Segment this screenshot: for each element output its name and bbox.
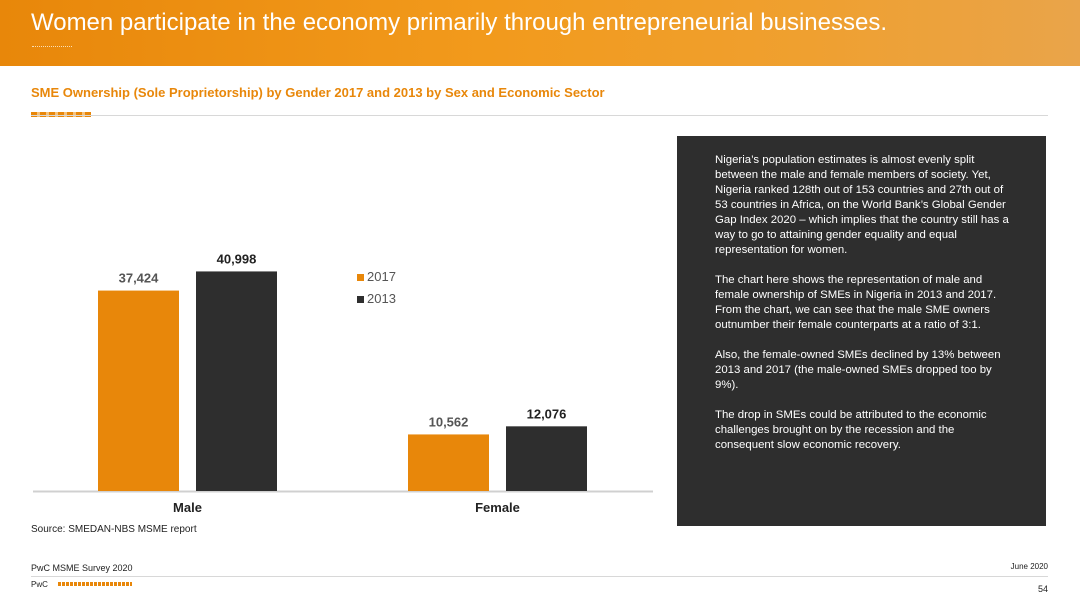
page-title: Women participate in the economy primari… [31,9,887,36]
subtitle-divider [31,115,1048,116]
commentary-paragraph: The drop in SMEs could be attributed to … [715,409,987,451]
footer-date: June 2020 [1010,562,1048,571]
data-label-male-2017: 37,424 [119,271,160,286]
commentary-panel: Nigeria’s population estimates is almost… [677,136,1046,526]
legend-swatch-2017 [357,273,364,281]
legend-item-2013: 2013 [357,288,396,310]
footer-survey-name: PwC MSME Survey 2020 [31,563,133,573]
bar-female-2017 [408,434,489,491]
x-tick-label-male: Male [173,500,202,515]
chart-legend: 2017 2013 [357,266,396,310]
bar-chart: 37,424 40,998 Male 10,562 12,076 Female [33,251,653,515]
bar-female-2013 [506,426,587,491]
legend-label-2017: 2017 [367,269,396,284]
title-banner: Women participate in the economy primari… [0,0,1080,66]
footer-brand: PwC [31,580,48,589]
commentary-paragraph: The chart here shows the representation … [715,274,997,331]
data-label-male-2013: 40,998 [217,251,257,266]
data-label-female-2017: 10,562 [429,414,469,429]
bar-male-2017 [98,290,179,491]
footer-divider [31,576,1048,577]
page-number: 54 [1037,584,1048,594]
banner-decoration [32,46,72,51]
commentary-text: Nigeria’s population estimates is almost… [715,153,1015,468]
bar-male-2013 [196,271,277,491]
legend-label-2013: 2013 [367,291,396,306]
subtitle-accent-dash [31,112,91,117]
source-note: Source: SMEDAN-NBS MSME report [31,524,197,535]
data-label-female-2013: 12,076 [527,406,567,421]
legend-swatch-2013 [357,295,364,303]
chart-subtitle: SME Ownership (Sole Proprietorship) by G… [31,85,605,100]
footer-accent-dash [58,582,132,586]
legend-item-2017: 2017 [357,266,396,288]
commentary-paragraph: Also, the female-owned SMEs declined by … [715,349,1001,391]
x-tick-label-female: Female [475,500,520,515]
commentary-paragraph: Nigeria’s population estimates is almost… [715,154,1009,256]
